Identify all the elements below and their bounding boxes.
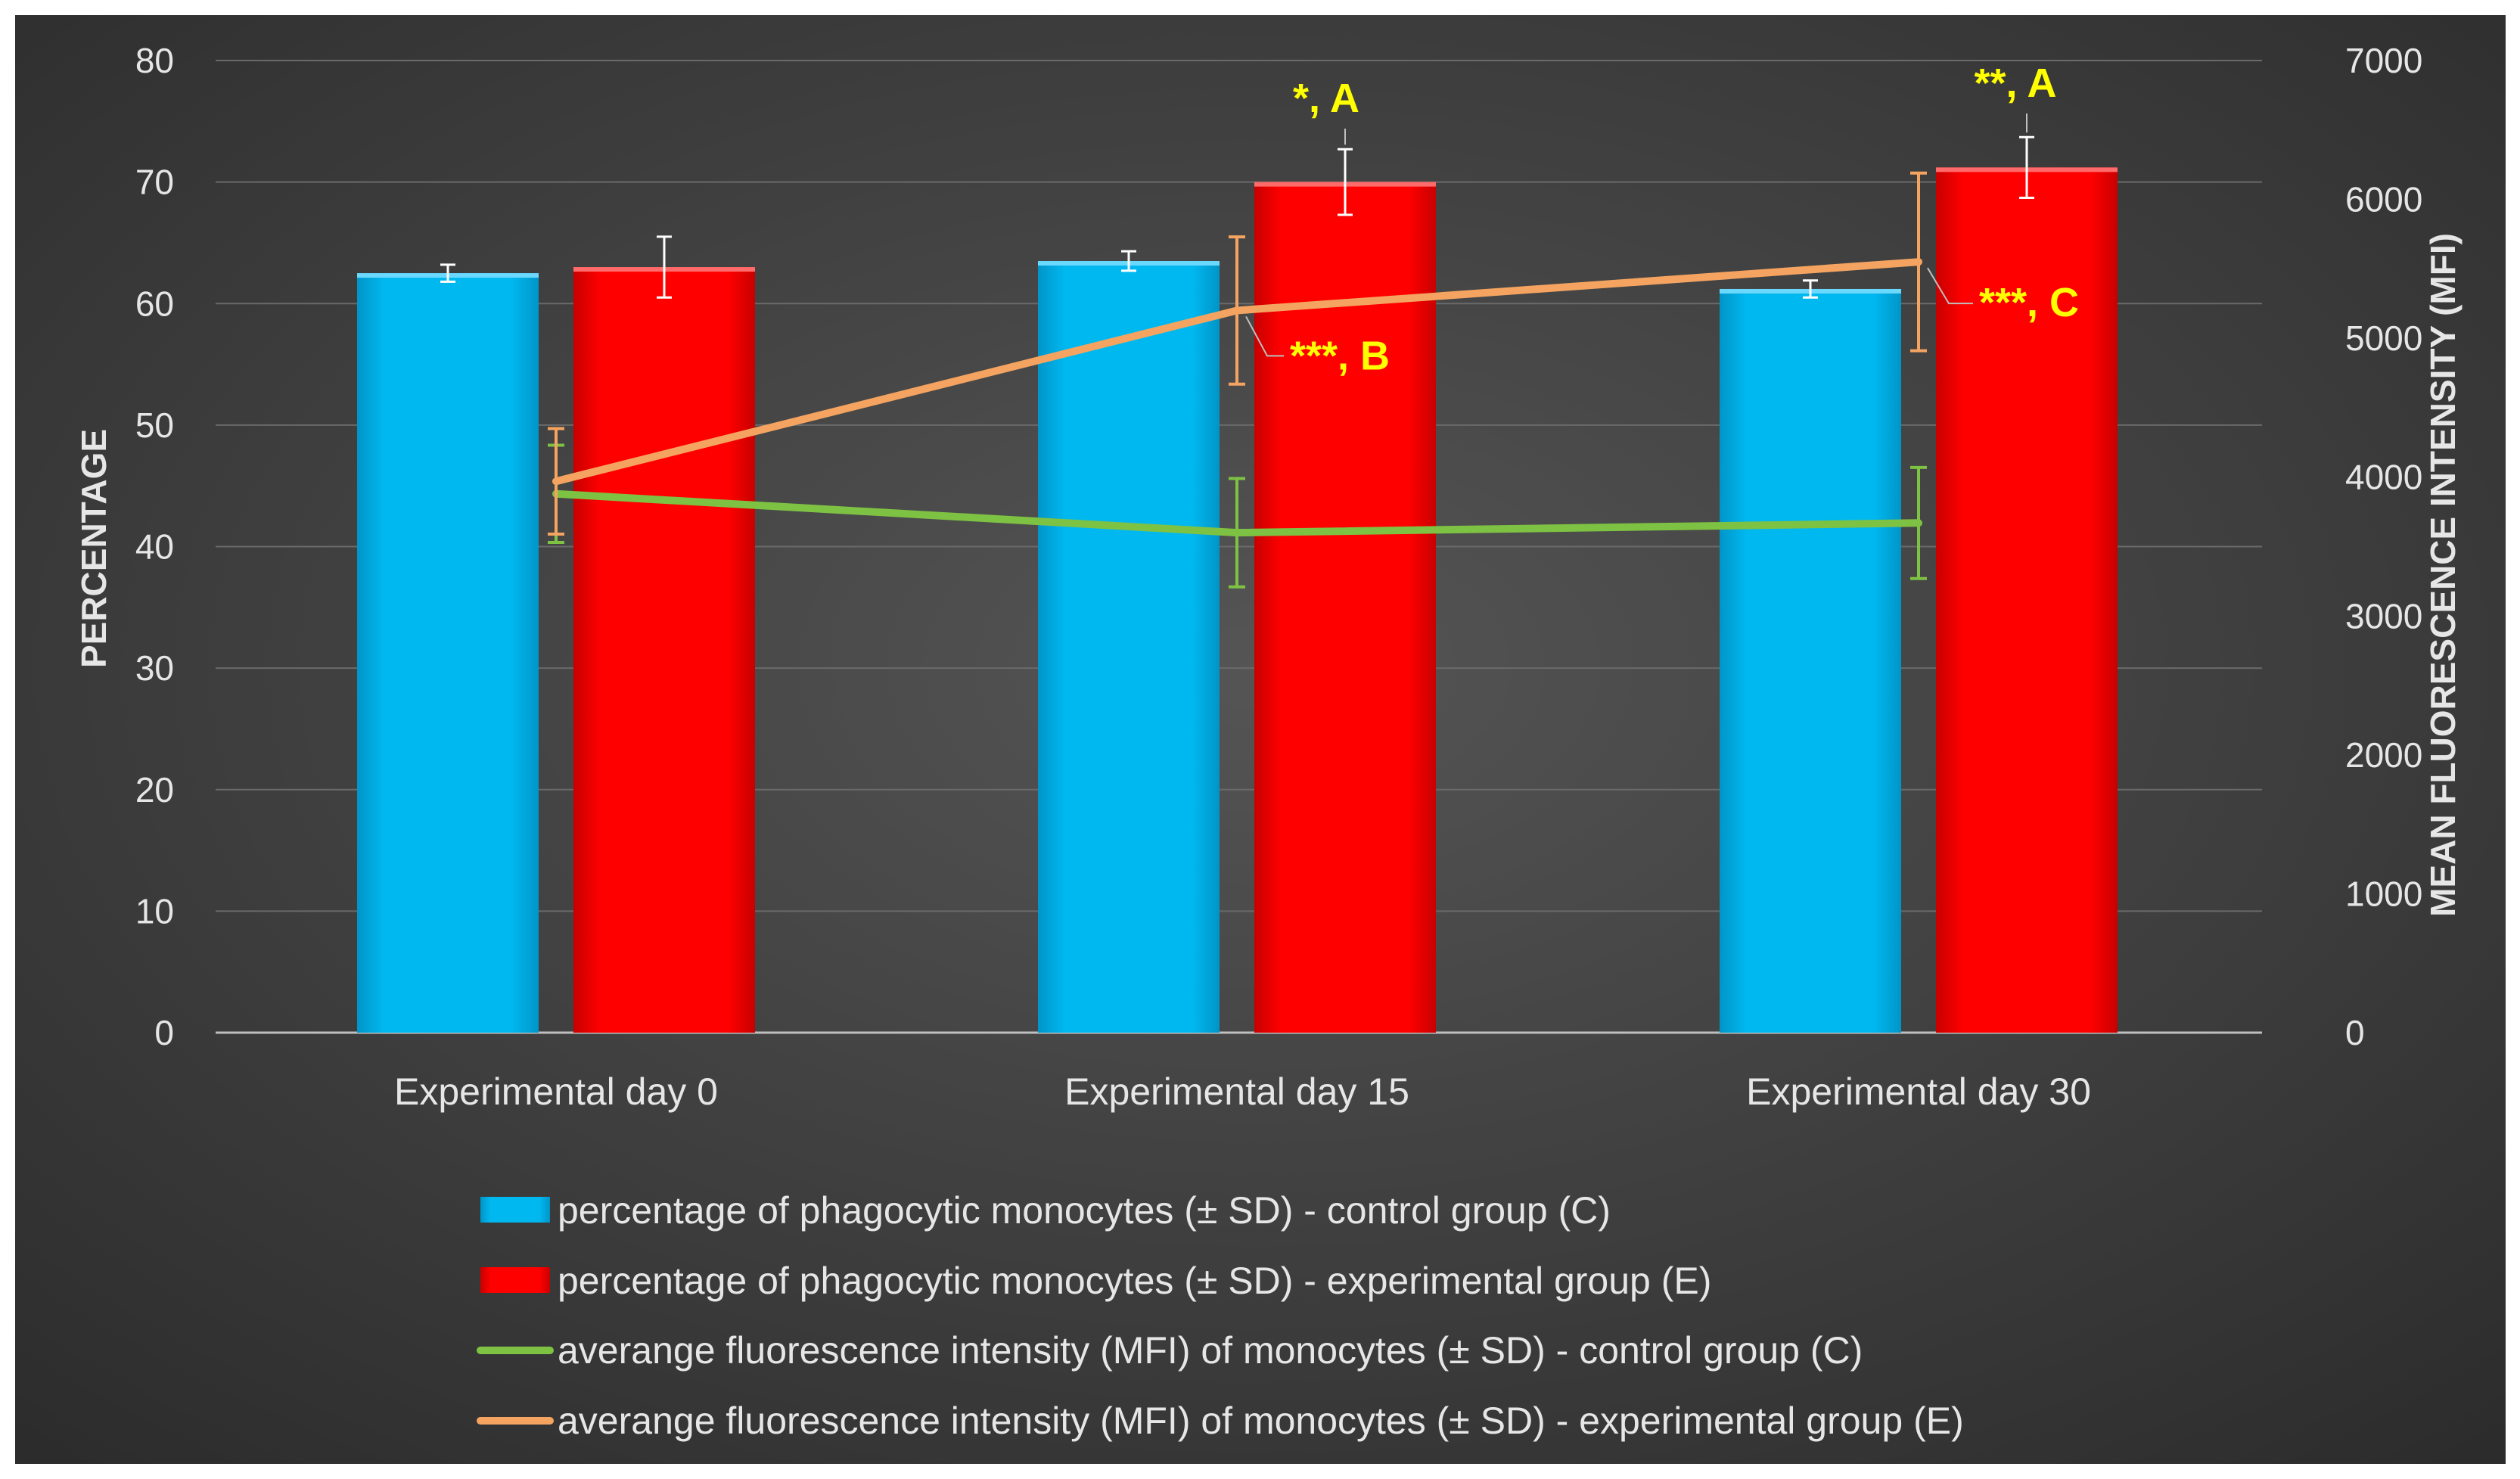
bar-experimental [1936, 167, 2118, 1033]
legend-label: percentage of phagocytic monocytes (± SD… [558, 1189, 1611, 1232]
right-axis-title: MEAN FLUORESCENCE INTENSITY (MFI) [2423, 233, 2463, 917]
left-tick-label: 20 [135, 770, 174, 809]
annotation: ***, B [1290, 333, 1390, 378]
legend-label: averange fluorescence intensity (MFI) of… [558, 1329, 1863, 1372]
right-tick-label: 4000 [2345, 458, 2422, 497]
annotation-leader [1245, 315, 1284, 357]
right-tick-label: 5000 [2345, 318, 2422, 358]
bar-experimental [1254, 182, 1436, 1033]
right-tick-label: 1000 [2345, 874, 2422, 913]
legend-swatch [480, 1197, 550, 1223]
annotation-leader [1927, 267, 1973, 305]
right-tick-label: 7000 [2345, 41, 2422, 80]
right-tick-label: 6000 [2345, 180, 2422, 219]
category-label: Experimental day 0 [394, 1070, 718, 1113]
bar-control [1720, 288, 1901, 1033]
bar-control [357, 273, 539, 1033]
error-bars [440, 135, 2034, 589]
legend-swatch [480, 1267, 550, 1293]
legend: percentage of phagocytic monocytes (± SD… [477, 1189, 1964, 1442]
annotations: *, A **, A ***, B ***, C [1245, 61, 2079, 378]
bar-experimental [573, 267, 755, 1033]
left-tick-label: 0 [154, 1013, 174, 1052]
annotation: **, A [1974, 61, 2056, 106]
left-tick-label: 30 [135, 648, 174, 688]
left-tick-label: 60 [135, 284, 174, 323]
gridlines [216, 60, 2262, 1034]
tick-labels: 0 10 20 30 40 50 60 70 80 0 1000 2000 3000 4000 5000 60… [135, 41, 2423, 1113]
legend-label: averange fluorescence intensity (MFI) of… [558, 1400, 1964, 1442]
left-tick-label: 50 [135, 405, 174, 445]
right-tick-label: 3000 [2345, 596, 2422, 635]
bar-control [1038, 261, 1220, 1033]
left-tick-label: 70 [135, 163, 174, 202]
left-axis-title: PERCENTAGE [74, 429, 113, 668]
left-tick-label: 40 [135, 527, 174, 567]
left-tick-label: 80 [135, 41, 174, 80]
left-tick-label: 10 [135, 891, 174, 931]
annotation: *, A [1293, 76, 1359, 121]
right-tick-label: 0 [2345, 1013, 2365, 1052]
legend-label: percentage of phagocytic monocytes (± SD… [558, 1260, 1711, 1302]
right-tick-label: 2000 [2345, 735, 2422, 775]
annotation: ***, C [1979, 280, 2079, 325]
category-label: Experimental day 30 [1746, 1070, 2091, 1113]
category-label: Experimental day 15 [1064, 1070, 1409, 1113]
bars [357, 167, 2118, 1033]
